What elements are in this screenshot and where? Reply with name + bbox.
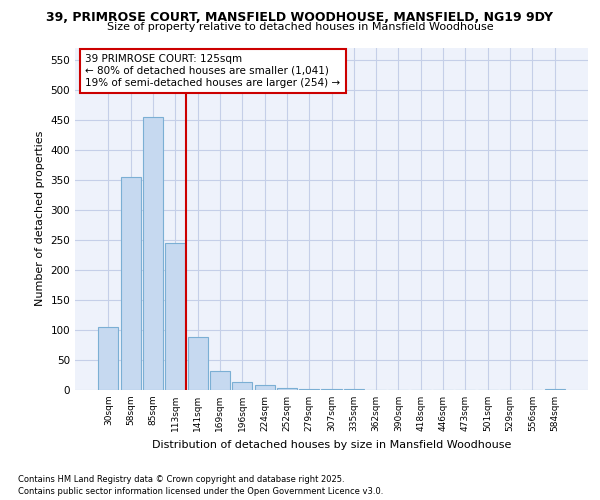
Text: 39, PRIMROSE COURT, MANSFIELD WOODHOUSE, MANSFIELD, NG19 9DY: 39, PRIMROSE COURT, MANSFIELD WOODHOUSE,… — [47, 11, 554, 24]
X-axis label: Distribution of detached houses by size in Mansfield Woodhouse: Distribution of detached houses by size … — [152, 440, 511, 450]
Text: 39 PRIMROSE COURT: 125sqm
← 80% of detached houses are smaller (1,041)
19% of se: 39 PRIMROSE COURT: 125sqm ← 80% of detac… — [85, 54, 340, 88]
Bar — [254, 385, 275, 390]
Bar — [299, 389, 319, 390]
Bar — [121, 176, 141, 390]
Bar — [98, 327, 118, 390]
Bar — [545, 389, 565, 390]
Bar — [210, 371, 230, 390]
Y-axis label: Number of detached properties: Number of detached properties — [35, 131, 45, 306]
Bar — [143, 116, 163, 390]
Bar — [232, 382, 252, 390]
Bar — [165, 243, 185, 390]
Bar — [188, 337, 208, 390]
Text: Size of property relative to detached houses in Mansfield Woodhouse: Size of property relative to detached ho… — [107, 22, 493, 32]
Text: Contains HM Land Registry data © Crown copyright and database right 2025.
Contai: Contains HM Land Registry data © Crown c… — [18, 475, 383, 496]
Bar — [277, 388, 297, 390]
